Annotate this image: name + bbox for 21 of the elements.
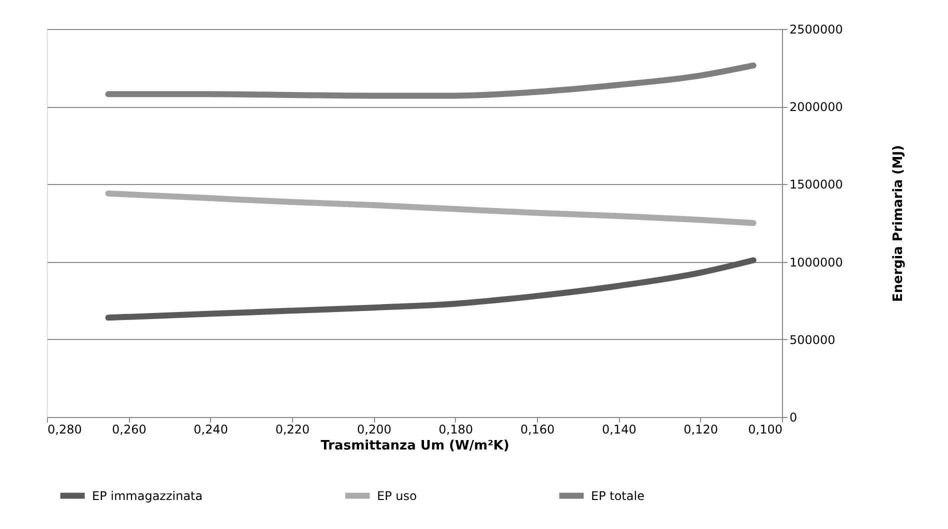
y-axis-title: Energia Primaria (MJ) [890,145,906,302]
y-tick-label: 0 [790,410,798,424]
x-tick-label: 0,240 [194,422,228,436]
x-tick-label: 0,160 [520,422,555,436]
y-tick-label: 1000000 [790,255,843,270]
legend-label: EP immagazzinata [92,488,203,503]
legend-label: EP uso [377,488,417,503]
x-tick-label: 0,120 [684,422,718,436]
x-tick-label: 0,180 [438,422,474,436]
x-tick-label: 0,100 [748,422,782,436]
x-tick-label: 0,280 [48,422,82,436]
x-tick-label: 0,140 [602,422,636,436]
x-tick-label: 0,200 [356,422,392,436]
x-axis-title: Trasmittanza Um (W/m²K) [320,438,510,454]
x-tick-label: 0,260 [112,422,146,436]
y-tick-label: 2500000 [790,22,843,36]
y-tick-label: 500000 [790,332,836,347]
legend-label: EP totale [591,488,644,503]
x-tick-label: 0,220 [275,422,310,436]
y-tick-label: 2000000 [790,100,843,114]
y-tick-label: 1500000 [790,178,843,192]
